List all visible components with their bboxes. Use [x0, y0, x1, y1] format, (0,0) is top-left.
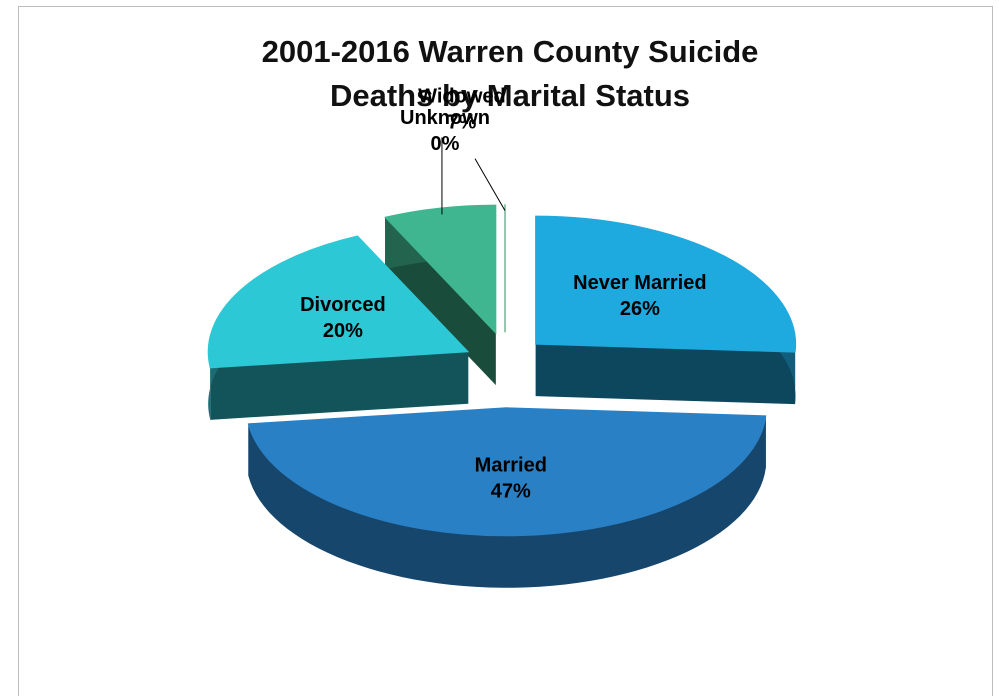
data-label-value: 7% — [448, 112, 477, 134]
data-label-value: 26% — [620, 298, 660, 320]
data-label-value: 47% — [491, 480, 531, 502]
chart-frame — [18, 6, 993, 696]
data-label-category: Married — [475, 454, 547, 476]
slice-wall — [535, 344, 796, 405]
data-label-value: 0% — [431, 133, 460, 155]
slice-wall — [210, 351, 469, 420]
slice — [535, 215, 797, 353]
data-label-value: 20% — [323, 320, 363, 342]
data-label-category: Unknown — [400, 107, 490, 129]
slice — [207, 235, 470, 369]
slice — [384, 204, 497, 335]
data-label-category: Divorced — [300, 294, 386, 316]
chart-title: 2001-2016 Warren County Suicide Deaths b… — [261, 34, 759, 113]
data-label-category: Widowed — [418, 86, 506, 108]
data-label-category: Never Married — [573, 272, 706, 294]
leader-line — [474, 158, 506, 211]
slice-side — [248, 415, 766, 588]
slice — [247, 407, 767, 537]
